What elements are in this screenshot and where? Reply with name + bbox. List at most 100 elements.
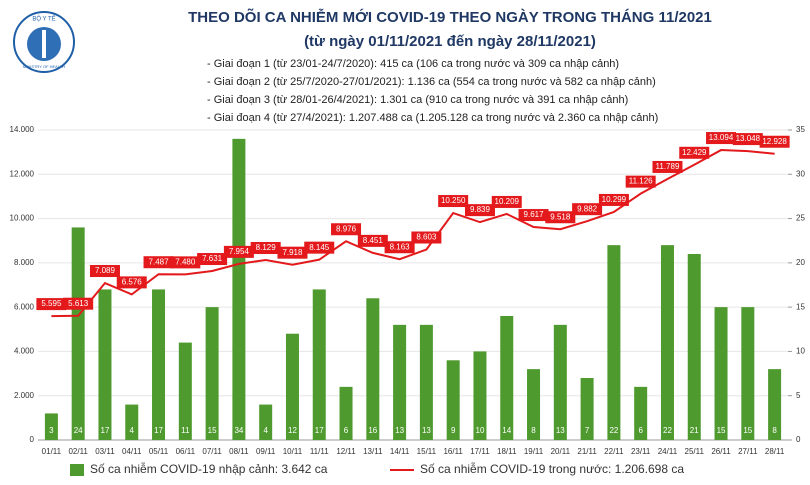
bar-label: 24 xyxy=(74,426,83,435)
line-label: 8.163 xyxy=(390,242,411,251)
label-box xyxy=(223,245,254,258)
line-label: 11.789 xyxy=(656,162,680,171)
line-label: 9.518 xyxy=(550,212,571,221)
bar-label: 22 xyxy=(663,426,672,435)
bar-label: 17 xyxy=(315,426,324,435)
y-tick-label: 14.000 xyxy=(10,125,35,134)
x-tick-label: 15/11 xyxy=(417,447,437,456)
label-box xyxy=(357,234,388,247)
line-label: 13.048 xyxy=(736,134,761,143)
line-label: 13.094 xyxy=(709,133,734,142)
bar xyxy=(580,378,594,440)
x-tick-label: 01/11 xyxy=(42,447,62,456)
label-box xyxy=(598,193,629,206)
x-tick-label: 16/11 xyxy=(443,447,463,456)
bar-label: 21 xyxy=(690,426,699,435)
bar-label: 8 xyxy=(772,426,777,435)
line-label: 10.299 xyxy=(602,195,627,204)
bar-label: 8 xyxy=(531,426,536,435)
y2-tick-label: 25 xyxy=(796,214,805,223)
bar xyxy=(259,404,273,440)
label-box xyxy=(170,256,201,269)
x-tick-label: 09/11 xyxy=(256,447,276,456)
bar-label: 12 xyxy=(288,426,297,435)
annotation: - Giai đoạn 2 (từ 25/7/2020-27/01/2021):… xyxy=(207,76,656,88)
x-tick-label: 14/11 xyxy=(390,447,410,456)
line-label: 9.882 xyxy=(577,204,598,213)
label-box xyxy=(572,203,603,216)
legend-swatch xyxy=(70,464,84,476)
bar-label: 15 xyxy=(743,426,752,435)
x-tick-label: 18/11 xyxy=(497,447,517,456)
x-tick-label: 04/11 xyxy=(122,447,142,456)
y2-tick-label: 20 xyxy=(796,258,805,267)
label-box xyxy=(625,175,656,188)
bar-label: 3 xyxy=(49,426,54,435)
bar-label: 9 xyxy=(451,426,456,435)
line-label: 12.429 xyxy=(682,148,707,157)
bar-label: 13 xyxy=(395,426,404,435)
line-label: 9.839 xyxy=(470,205,491,214)
bar xyxy=(205,307,219,440)
bar xyxy=(285,333,299,440)
bar-label: 6 xyxy=(344,426,349,435)
annotation: - Giai đoạn 3 (từ 28/01-26/4/2021): 1.30… xyxy=(207,94,628,106)
label-box xyxy=(384,241,415,254)
label-box xyxy=(438,195,469,208)
annotation: - Giai đoạn 1 (từ 23/01-24/7/2020): 415 … xyxy=(207,58,619,70)
chart-subtitle: (từ ngày 01/11/2021 đến ngày 28/11/2021) xyxy=(304,33,596,50)
bar xyxy=(553,324,567,440)
bar xyxy=(687,254,701,440)
y-tick-label: 2.000 xyxy=(14,391,35,400)
bar-label: 4 xyxy=(130,426,135,435)
x-tick-label: 21/11 xyxy=(577,447,597,456)
x-tick-label: 13/11 xyxy=(363,447,383,456)
x-tick-label: 26/11 xyxy=(711,447,731,456)
line-label: 8.603 xyxy=(416,233,437,242)
bar xyxy=(446,360,460,440)
x-tick-label: 11/11 xyxy=(310,447,329,456)
y-tick-label: 8.000 xyxy=(14,258,35,267)
x-tick-label: 20/11 xyxy=(551,447,571,456)
y-tick-label: 6.000 xyxy=(14,302,35,311)
bar xyxy=(714,307,728,440)
line-label: 7.631 xyxy=(202,254,223,263)
label-box xyxy=(732,133,763,146)
bar xyxy=(339,386,353,440)
bar-label: 17 xyxy=(154,426,163,435)
x-tick-label: 27/11 xyxy=(738,447,758,456)
x-tick-label: 02/11 xyxy=(68,447,88,456)
bar-label: 4 xyxy=(263,426,268,435)
label-box xyxy=(411,231,442,244)
x-tick-label: 24/11 xyxy=(658,447,678,456)
y-tick-label: 10.000 xyxy=(10,214,35,223)
y2-tick-label: 35 xyxy=(796,125,805,134)
line-label: 8.145 xyxy=(309,243,330,252)
label-box xyxy=(89,265,120,278)
chart-title: THEO DÕI CA NHIỄM MỚI COVID-19 THEO NGÀY… xyxy=(188,8,712,26)
bar-label: 13 xyxy=(556,426,565,435)
y2-tick-label: 0 xyxy=(796,435,801,444)
label-box xyxy=(63,297,94,310)
bar-label: 15 xyxy=(717,426,726,435)
x-tick-label: 08/11 xyxy=(229,447,249,456)
legend-label: Số ca nhiễm COVID-19 nhập cảnh: 3.642 ca xyxy=(90,461,328,476)
line-label: 12.928 xyxy=(762,137,787,146)
label-box xyxy=(652,160,683,173)
line-label: 7.089 xyxy=(95,266,116,275)
label-box xyxy=(304,241,335,254)
bar-label: 16 xyxy=(368,426,377,435)
bar-label: 11 xyxy=(181,426,190,435)
bar-label: 14 xyxy=(502,426,511,435)
bar-label: 10 xyxy=(476,426,485,435)
line-label: 10.250 xyxy=(441,196,466,205)
x-tick-label: 17/11 xyxy=(470,447,490,456)
label-box xyxy=(197,253,228,266)
y2-tick-label: 5 xyxy=(796,391,801,400)
y2-tick-label: 15 xyxy=(796,302,805,311)
line-label: 8.976 xyxy=(336,224,357,233)
label-box xyxy=(759,135,790,148)
x-tick-label: 10/11 xyxy=(283,447,303,456)
bar xyxy=(71,227,85,440)
